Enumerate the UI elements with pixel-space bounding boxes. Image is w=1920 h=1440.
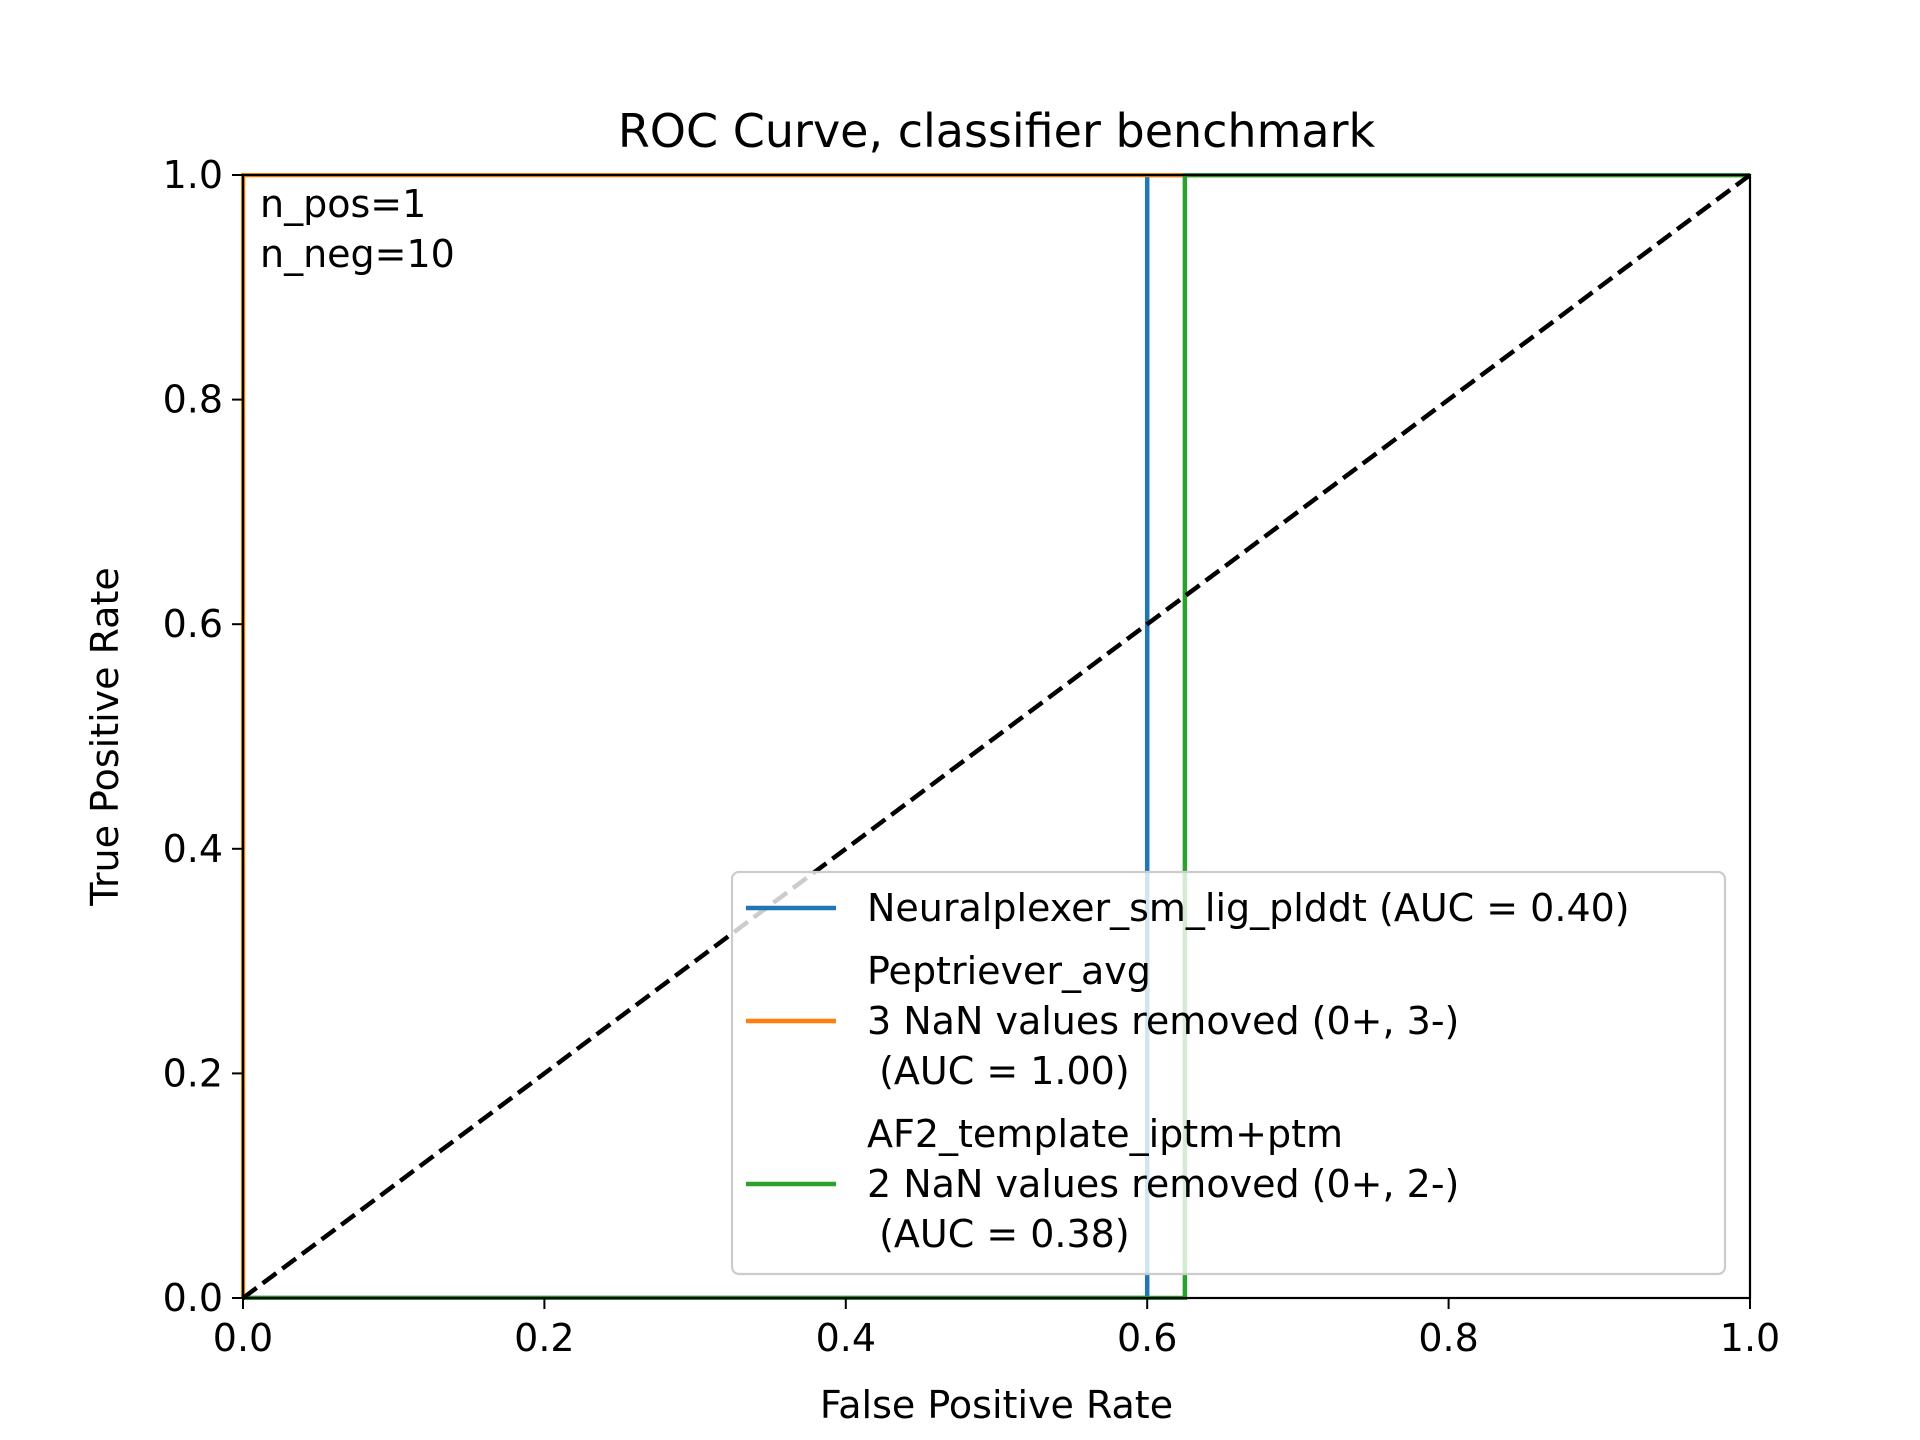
x-axis-label: False Positive Rate	[820, 1383, 1173, 1427]
y-tick-label: 1.0	[163, 153, 223, 197]
axes-frame	[241, 173, 1752, 1300]
chart-text: ROC Curve, classifier benchmark False Pos…	[83, 104, 1376, 1427]
y-tick-label: 0.4	[163, 827, 223, 871]
legend-box	[730, 870, 1727, 1276]
x-tick-label: 1.0	[1720, 1316, 1780, 1360]
legend-label: (AUC = 0.38)	[867, 1212, 1130, 1256]
y-tick-label: 0.8	[163, 378, 223, 422]
annotation-text: n_pos=1	[260, 182, 426, 226]
legend-label: (AUC = 1.00)	[867, 1049, 1130, 1093]
x-tick-label: 0.6	[1117, 1316, 1177, 1360]
legend-label: 2 NaN values removed (0+, 2-)	[867, 1162, 1459, 1206]
legend-label: Peptriever_avg	[867, 949, 1151, 993]
legend-label: AF2_template_iptm+ptm	[867, 1112, 1343, 1156]
legend: Neuralplexer_sm_lig_plddt (AUC = 0.40) Pe…	[730, 870, 1727, 1276]
x-tick-label: 0.4	[816, 1316, 876, 1360]
x-tick-label: 0.8	[1418, 1316, 1478, 1360]
legend-label: 3 NaN values removed (0+, 3-)	[867, 999, 1459, 1043]
y-tick-label: 0.6	[163, 602, 223, 646]
chance-line	[241, 173, 1752, 1300]
x-tick-label: 0.2	[514, 1316, 574, 1360]
y-tick-label: 0.2	[163, 1051, 223, 1095]
chart-title: ROC Curve, classifier benchmark	[618, 104, 1376, 158]
annotation-text: n_neg=10	[260, 232, 455, 276]
y-tick-label: 0.0	[163, 1276, 223, 1320]
x-tick-label: 0.0	[213, 1316, 273, 1360]
y-axis-label: True Positive Rate	[83, 567, 127, 907]
axes: 0.0 0.2 0.4 0.6 0.8 1.0 0.0 0.2 0.4 0.6 0.8 1.0	[163, 153, 1781, 1360]
legend-label: Neuralplexer_sm_lig_plddt (AUC = 0.40)	[867, 886, 1630, 930]
